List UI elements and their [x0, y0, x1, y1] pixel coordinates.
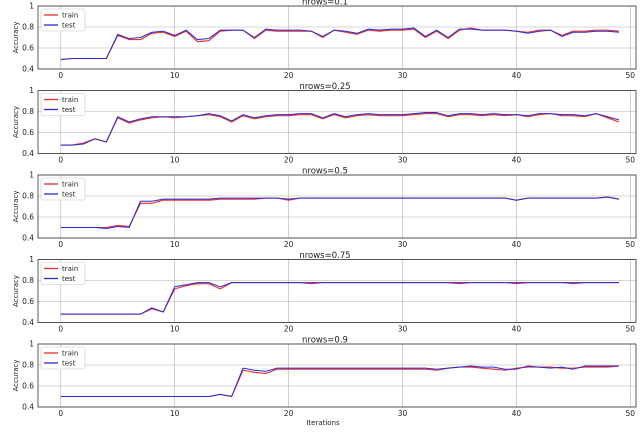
subplot-title: nrows=0.75	[299, 251, 350, 261]
legend: train test	[40, 93, 86, 116]
legend-label-train: train	[62, 350, 78, 358]
legend: train test	[40, 346, 86, 370]
axes-frame	[37, 343, 637, 408]
series-line-train	[60, 113, 620, 146]
legend-label-train: train	[62, 265, 78, 273]
x-tick-label: 10	[170, 71, 180, 80]
x-tick-label: 50	[626, 325, 636, 334]
x-tick-label: 20	[284, 71, 294, 80]
y-tick-label: 0.8	[22, 107, 34, 116]
y-tick-label: 1	[29, 171, 34, 180]
x-tick-label: 50	[626, 409, 636, 418]
legend-label-test: test	[62, 360, 76, 368]
x-tick-label: 0	[58, 240, 63, 249]
x-axis-label: Iterations	[306, 419, 340, 427]
legend: train test	[40, 262, 86, 285]
y-tick-label: 0.8	[22, 276, 34, 285]
series-line-train	[60, 27, 619, 61]
x-tick-label: 0	[58, 325, 63, 334]
axes-frame	[37, 174, 637, 239]
x-tick-label: 20	[284, 156, 294, 165]
x-tick-label: 10	[170, 156, 180, 165]
subplot-5: 0 10 20 30 40 50 0.4 0.6 0.8 1 nrows=0.9 Accuracy It…	[12, 336, 637, 427]
subplot-2: 0 10 20 30 40 50 0.4 0.6 0.8 1 nrows=0.25 Accuracy t…	[12, 82, 637, 165]
y-tick-label: 0.4	[22, 65, 34, 74]
y-tick-label: 0.8	[22, 361, 34, 370]
x-tick-label: 50	[626, 156, 636, 165]
series-line-test	[60, 282, 619, 315]
axes-frame	[37, 90, 637, 154]
x-tick-label: 10	[170, 325, 180, 334]
x-tick-label: 40	[512, 71, 522, 80]
y-axis-label: Accuracy	[12, 360, 20, 392]
axes-frame	[37, 259, 637, 323]
y-tick-label: 0.6	[22, 213, 34, 222]
y-tick-label: 1	[29, 255, 34, 264]
legend-label-test: test	[62, 106, 76, 114]
x-tick-label: 40	[512, 240, 522, 249]
x-tick-label: 20	[284, 240, 294, 249]
legend-label-test: test	[62, 191, 76, 199]
y-tick-label: 0.4	[22, 403, 34, 412]
y-tick-label: 0.4	[22, 234, 34, 243]
y-axis-label: Accuracy	[12, 106, 20, 138]
legend-label-train: train	[62, 12, 78, 20]
x-tick-label: 30	[398, 71, 408, 80]
legend: train test	[40, 177, 86, 201]
x-tick-label: 0	[58, 409, 63, 418]
subplot-title: nrows=0.9	[302, 336, 348, 346]
subplot-title: nrows=0.1	[302, 0, 348, 8]
y-tick-label: 0.8	[22, 23, 34, 32]
y-tick-label: 0.4	[22, 318, 34, 327]
y-tick-label: 0.6	[22, 44, 34, 53]
y-axis-label: Accuracy	[12, 22, 20, 54]
y-tick-label: 0.4	[22, 149, 34, 158]
y-axis-label: Accuracy	[12, 191, 20, 223]
y-tick-label: 0.6	[22, 128, 34, 137]
series-line-test	[60, 27, 619, 61]
subplot-1: 0 10 20 30 40 50 0.4 0.6 0.8 1 nrows=0.1 Accuracy tr…	[12, 0, 637, 80]
subplot-title: nrows=0.5	[302, 167, 348, 177]
series-line-test	[60, 365, 619, 397]
legend-label-train: train	[62, 96, 78, 104]
subplot-3: 0 10 20 30 40 50 0.4 0.6 0.8 1 nrows=0.5 Accuracy tr…	[12, 167, 637, 249]
y-tick-label: 1	[29, 86, 34, 95]
y-axis-label: Accuracy	[12, 275, 20, 307]
x-tick-label: 40	[512, 156, 522, 165]
series-line-train	[60, 365, 619, 398]
subplot-4: 0 10 20 30 40 50 0.4 0.6 0.8 1 nrows=0.75 Accuracy t…	[12, 251, 637, 334]
x-tick-label: 10	[170, 409, 180, 418]
y-tick-label: 0.8	[22, 192, 34, 201]
legend-label-test: test	[62, 22, 76, 30]
x-tick-label: 40	[512, 409, 522, 418]
x-tick-label: 30	[398, 325, 408, 334]
x-tick-label: 10	[170, 240, 180, 249]
legend-label-test: test	[62, 275, 76, 283]
x-tick-label: 50	[626, 71, 636, 80]
y-tick-label: 1	[29, 340, 34, 349]
x-tick-label: 0	[58, 71, 63, 80]
y-tick-label: 0.6	[22, 297, 34, 306]
x-tick-label: 20	[284, 325, 294, 334]
x-tick-label: 30	[398, 156, 408, 165]
legend-label-train: train	[62, 181, 78, 189]
legend: train test	[40, 8, 86, 32]
axes-frame	[37, 5, 637, 70]
x-tick-label: 30	[398, 409, 408, 418]
x-tick-label: 20	[284, 409, 294, 418]
x-tick-label: 40	[512, 325, 522, 334]
series-line-test	[60, 112, 620, 146]
series-line-test	[60, 196, 620, 230]
y-tick-label: 1	[29, 2, 34, 11]
x-tick-label: 50	[626, 240, 636, 249]
y-tick-label: 0.6	[22, 382, 34, 391]
x-tick-label: 0	[58, 156, 63, 165]
subplot-title: nrows=0.25	[299, 82, 350, 92]
x-tick-label: 30	[398, 240, 408, 249]
series-line-train	[60, 282, 619, 315]
